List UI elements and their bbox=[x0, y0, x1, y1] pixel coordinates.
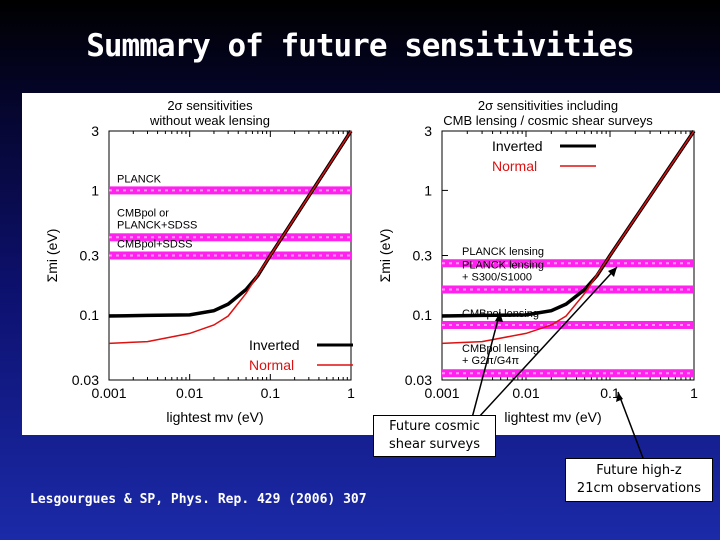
chart2-band-label-2: PLANCK lensing bbox=[462, 259, 544, 271]
callout-cosmic-line1: Future cosmic bbox=[389, 419, 480, 434]
chart2-ytick-label: 3 bbox=[424, 123, 432, 139]
chart2-legend-label-inverted: Inverted bbox=[492, 138, 543, 154]
chart1-legend-label-normal: Normal bbox=[249, 357, 294, 373]
figure-panel: 2σ sensitivities without weak lensing 0.00… bbox=[22, 93, 720, 435]
chart1-legend-label-inverted: Inverted bbox=[249, 337, 300, 353]
chart1-band-label-1: PLANCK bbox=[117, 173, 162, 185]
chart2-ytick-label: 1 bbox=[424, 182, 432, 198]
chart2-ylabel: Σmi (eV) bbox=[377, 229, 393, 283]
chart2-band-label-4: CMBpol lensing bbox=[462, 343, 539, 355]
chart2-legend-label-normal: Normal bbox=[492, 158, 537, 174]
chart2-xtick-label: 0.1 bbox=[600, 385, 620, 401]
chart1-title: 2σ sensitivities bbox=[167, 98, 253, 113]
chart1-ylabel: Σmi (eV) bbox=[44, 229, 60, 283]
callout-21cm-line1: Future high-z bbox=[596, 463, 682, 478]
chart2-xtick-label: 0.01 bbox=[512, 385, 539, 401]
chart2-ytick-label: 0.1 bbox=[413, 307, 433, 323]
slide-title: Summary of future sensitivities bbox=[86, 28, 635, 64]
chart1-ytick-label: 3 bbox=[91, 123, 99, 139]
chart2-xlabel: lightest mν (eV) bbox=[504, 409, 601, 425]
chart1-xtick-label: 0.01 bbox=[176, 385, 203, 401]
chart2-xtick-label: 0.001 bbox=[424, 385, 459, 401]
chart1-series-normal bbox=[108, 130, 352, 345]
chart1-xlabel: lightest mν (eV) bbox=[166, 409, 263, 425]
chart1-xtick-label: 0.001 bbox=[91, 385, 126, 401]
chart1-subtitle: without weak lensing bbox=[149, 113, 270, 128]
chart1-band-label-2b: PLANCK+SDSS bbox=[117, 219, 197, 231]
callout-21cm: Future high-z 21cm observations bbox=[565, 458, 713, 502]
callout-cosmic-line2: shear surveys bbox=[389, 437, 480, 452]
callout-21cm-line2: 21cm observations bbox=[576, 481, 702, 496]
chart1-band-label-2: CMBpol or bbox=[117, 207, 169, 219]
chart2-ytick-label: 0.03 bbox=[405, 372, 432, 388]
chart2-band-label-2b: + S300/S1000 bbox=[462, 271, 532, 283]
chart1-ytick-label: 1 bbox=[91, 182, 99, 198]
chart2-title: 2σ sensitivities including bbox=[478, 98, 618, 113]
chart1-ytick-label: 0.3 bbox=[80, 248, 100, 264]
chart1-xtick-label: 0.1 bbox=[261, 385, 281, 401]
chart2-subtitle: CMB lensing / cosmic shear surveys bbox=[443, 113, 653, 128]
chart2-band-label-4b: + G2π/G4π bbox=[462, 355, 519, 367]
chart1-ytick-label: 0.03 bbox=[72, 372, 99, 388]
chart2-ytick-label: 0.3 bbox=[413, 248, 433, 264]
chart2-xtick-label: 1 bbox=[690, 385, 698, 401]
chart1-xtick-label: 1 bbox=[347, 385, 355, 401]
chart1-band-label-3: CMBpol+SDSS bbox=[117, 239, 193, 251]
chart2-band-label-1: PLANCK lensing bbox=[462, 246, 544, 258]
callout-cosmic-shear: Future cosmic shear surveys bbox=[373, 415, 496, 457]
citation: Lesgourgues & SP, Phys. Rep. 429 (2006) … bbox=[30, 492, 367, 507]
chart1-ytick-label: 0.1 bbox=[80, 307, 100, 323]
